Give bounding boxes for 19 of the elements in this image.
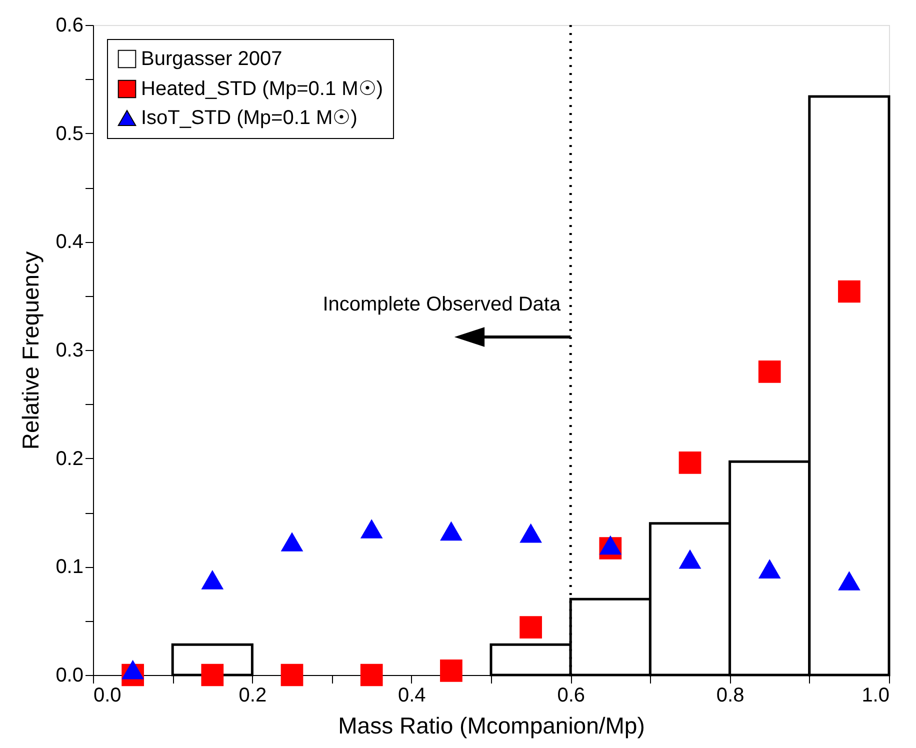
y-axis-title: Relative Frequency <box>18 250 44 450</box>
x-axis-title: Mass Ratio (Mcompanion/Mp) <box>338 712 645 738</box>
y-tick-label: 0.3 <box>56 340 84 362</box>
x-tick-label: 0.6 <box>557 684 586 706</box>
x-tick-label: 0.2 <box>238 684 267 706</box>
y-tick-label: 0.4 <box>56 231 84 254</box>
legend-label: IsoT_STD (Mp=0.1 M☉) <box>141 107 358 129</box>
x-tick-label: 0.0 <box>94 684 122 706</box>
y-tick-label: 0.0 <box>56 664 84 686</box>
y-tick-label: 0.5 <box>56 122 84 145</box>
legend-label: Heated_STD (Mp=0.1 M☉) <box>141 78 383 100</box>
y-tick-label: 0.6 <box>56 14 84 36</box>
y-tick-label: 0.2 <box>56 448 84 470</box>
legend-label: Burgasser 2007 <box>141 48 282 70</box>
y-tick-label: 0.1 <box>56 556 84 578</box>
annotation: Incomplete Observed Data <box>322 294 562 316</box>
x-tick-label: 0.8 <box>716 684 744 706</box>
x-tick-label: 0.4 <box>398 684 426 706</box>
x-tick-label: 1.0 <box>862 684 890 706</box>
